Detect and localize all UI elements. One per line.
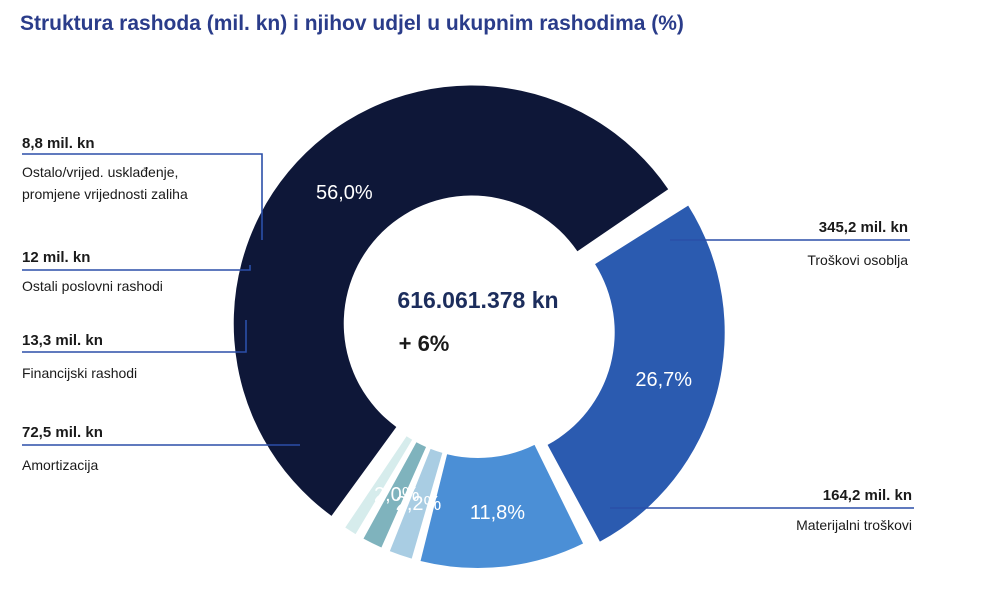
slice-osoblja — [233, 85, 669, 516]
value-label-materijalni: 164,2 mil. kn — [823, 487, 912, 504]
name-label-ostali-poslovni: Ostali poslovni rashodi — [22, 278, 163, 294]
leader-line-ostalo — [22, 153, 263, 240]
slice-financijski — [389, 448, 443, 559]
center-change: + 6% — [399, 331, 450, 356]
pct-label-amortizacija: 11,8% — [470, 502, 525, 524]
name-label-ostalo: Ostalo/vrijed. usklađenje, promjene vrije… — [22, 164, 188, 202]
value-label-financijski: 13,3 mil. kn — [22, 332, 103, 349]
value-label-ostalo: 8,8 mil. kn — [22, 135, 95, 152]
chart-title: Struktura rashoda (mil. kn) i njihov udj… — [20, 12, 684, 35]
slice-ostalo — [345, 436, 413, 535]
value-label-amortizacija: 72,5 mil. kn — [22, 424, 103, 441]
slice-ostali-poslovni — [363, 442, 427, 548]
pct-label-osoblja: 56,0% — [316, 182, 373, 204]
name-label-financijski: Financijski rashodi — [22, 365, 137, 381]
leader-line-financijski — [22, 320, 247, 353]
pct-label-ostali-poslovni: 2,0% — [374, 484, 420, 506]
value-label-osoblja: 345,2 mil. kn — [819, 219, 908, 236]
center-total: 616.061.378 kn — [397, 287, 558, 313]
value-label-ostali-poslovni: 12 mil. kn — [22, 249, 90, 266]
name-label-amortizacija: Amortizacija — [22, 457, 98, 473]
slice-amortizacija — [420, 444, 584, 568]
pct-label-materijalni: 26,7% — [635, 369, 692, 391]
name-label-osoblja: Troškovi osoblja — [807, 252, 908, 268]
leader-line-ostali-poslovni — [22, 265, 251, 271]
slice-materijalni — [547, 205, 725, 542]
name-label-materijalni: Materijalni troškovi — [796, 517, 912, 533]
pct-label-financijski: 2,2% — [396, 493, 442, 515]
